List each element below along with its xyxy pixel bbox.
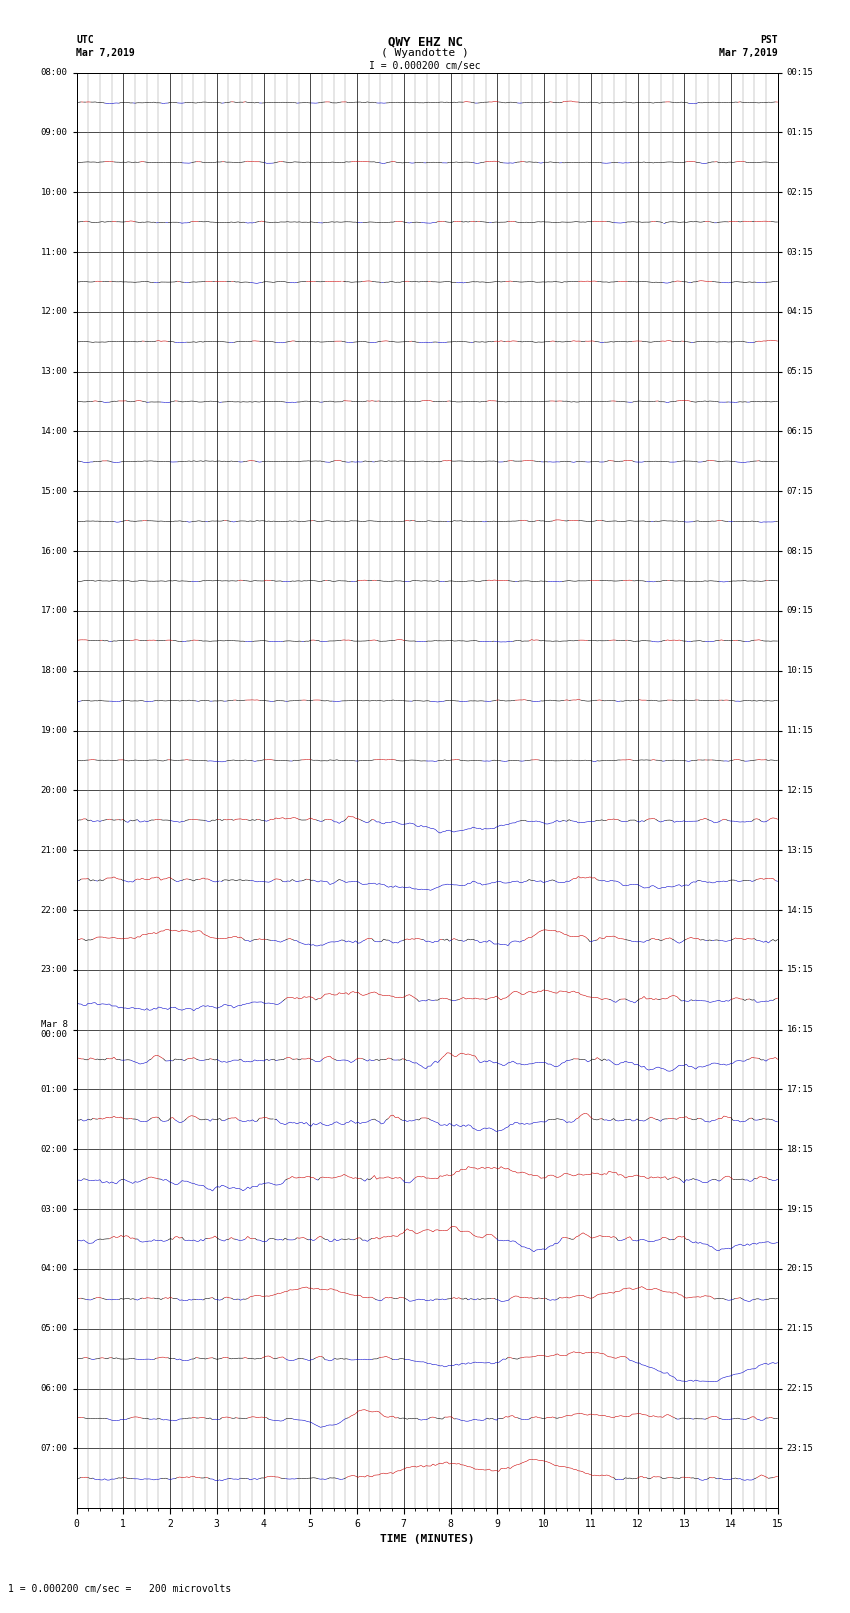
Text: 1 = 0.000200 cm/sec =   200 microvolts: 1 = 0.000200 cm/sec = 200 microvolts [8,1584,232,1594]
Text: Mar 7,2019: Mar 7,2019 [719,48,778,58]
Text: QWY EHZ NC: QWY EHZ NC [388,35,462,48]
Text: Mar 7,2019: Mar 7,2019 [76,48,135,58]
Text: PST: PST [760,35,778,45]
Text: ( Wyandotte ): ( Wyandotte ) [381,48,469,58]
X-axis label: TIME (MINUTES): TIME (MINUTES) [380,1534,474,1544]
Text: I = 0.000200 cm/sec: I = 0.000200 cm/sec [369,61,481,71]
Text: UTC: UTC [76,35,94,45]
